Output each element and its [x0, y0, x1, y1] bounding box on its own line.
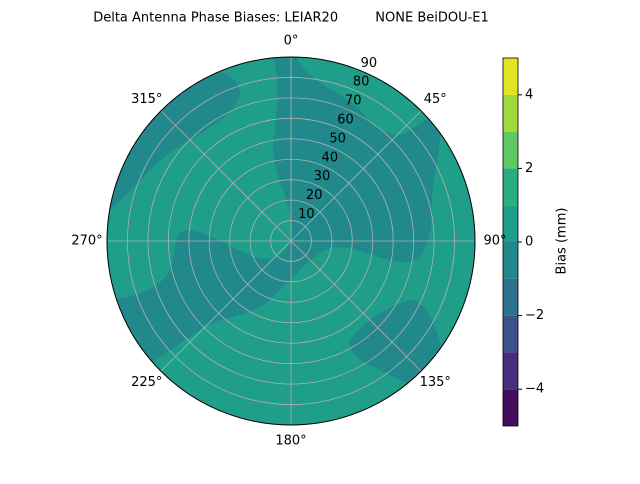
- colorbar-tick-label: 4: [525, 87, 533, 102]
- colorbar-band: [503, 94, 518, 132]
- colorbar-band: [503, 242, 518, 279]
- r-tick-label: 40: [322, 150, 339, 165]
- colorbar-band: [503, 168, 518, 206]
- colorbar-band: [503, 278, 518, 316]
- colorbar-tick-label: −2: [525, 308, 544, 323]
- r-tick-label: 50: [329, 131, 346, 146]
- colorbar-band: [503, 58, 518, 95]
- theta-tick-label: 315°: [131, 92, 162, 107]
- theta-tick-label: 225°: [131, 375, 162, 390]
- colorbar-tick-label: −4: [525, 382, 544, 397]
- r-tick-label: 90: [361, 56, 378, 71]
- grid: [106, 56, 476, 426]
- colorbar-band: [503, 352, 518, 390]
- grid-spoke: [160, 240, 292, 372]
- chart-title: Delta Antenna Phase Biases: LEIAR20 NONE…: [93, 11, 489, 26]
- theta-tick-label: 180°: [275, 434, 306, 449]
- r-tick-label: 30: [314, 169, 331, 184]
- r-tick-label: 70: [345, 94, 362, 109]
- colorbar-band: [503, 315, 518, 353]
- theta-tick-label: 270°: [71, 234, 102, 249]
- colorbar-tick-label: 2: [525, 161, 533, 176]
- grid-spoke: [290, 240, 422, 372]
- r-tick-label: 80: [353, 75, 370, 90]
- r-tick-label: 10: [298, 207, 315, 222]
- colorbar-band: [503, 205, 518, 242]
- r-tick-label: 20: [306, 188, 323, 203]
- theta-tick-label: 45°: [424, 92, 447, 107]
- colorbar-band: [503, 131, 518, 169]
- theta-tick-label: 90°: [483, 234, 506, 249]
- colorbar-band: [503, 389, 518, 426]
- grid-spoke: [290, 110, 422, 242]
- theta-tick-label: 135°: [420, 375, 451, 390]
- plot-frame: [106, 56, 476, 426]
- colorbar: −4 −2 0 2 4: [502, 57, 544, 427]
- grid-spoke: [160, 110, 292, 242]
- colorbar-label: Bias (mm): [555, 208, 570, 275]
- r-tick-label: 60: [337, 112, 354, 127]
- contour-region: [107, 57, 441, 390]
- theta-tick-label: 0°: [284, 34, 299, 49]
- colorbar-tick-label: 0: [525, 235, 533, 250]
